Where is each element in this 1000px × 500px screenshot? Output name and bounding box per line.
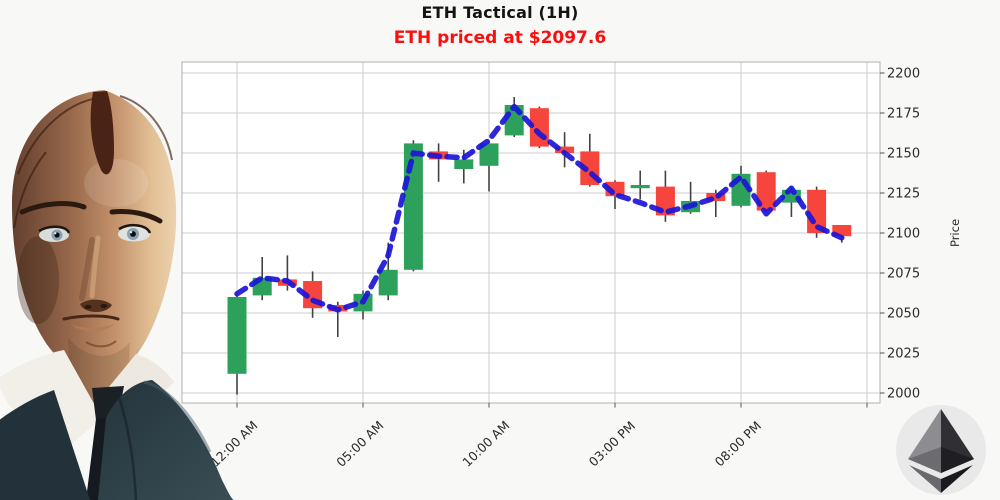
- candle: [227, 295, 247, 395]
- candle: [630, 170, 650, 200]
- price-axis-label: Price: [948, 219, 962, 247]
- x-tick-label: 08:00 PM: [712, 418, 764, 469]
- forehead-highlight: [84, 159, 148, 207]
- suit-right: [98, 380, 234, 500]
- y-tick-label: 2100: [887, 227, 920, 242]
- y-tick-label: 2050: [887, 307, 920, 322]
- robot-portrait: [0, 90, 234, 500]
- x-tick-label: 10:00 AM: [459, 418, 512, 470]
- candle: [756, 170, 776, 213]
- candle-body: [555, 146, 575, 153]
- y-tick-label: 2025: [887, 347, 920, 362]
- suit-shoulder-highlight: [143, 380, 212, 453]
- nose: [79, 235, 112, 313]
- x-tick-label: 05:00 AM: [333, 418, 386, 470]
- y-tick-label: 2150: [887, 147, 920, 162]
- scalp-seams: [13, 95, 173, 229]
- candle-body: [479, 143, 499, 166]
- chart-subtitle: ETH priced at $2097.6: [393, 28, 607, 48]
- robot-head: [12, 90, 177, 378]
- y-tick-label: 2175: [887, 107, 920, 122]
- mouth: [62, 314, 120, 348]
- candle-body: [630, 185, 650, 189]
- candle-body: [378, 269, 398, 296]
- candle-body: [756, 172, 776, 211]
- eth-diamond-icon: [908, 409, 974, 493]
- y-tick-label: 2200: [887, 67, 920, 82]
- candle-body: [832, 225, 852, 237]
- y-tick-label: 2075: [887, 267, 920, 282]
- scalp-stripe: [90, 91, 114, 175]
- eyes: [38, 224, 152, 242]
- cheek-shadow: [17, 236, 59, 324]
- candle-body: [403, 143, 423, 270]
- y-tick-label: 2000: [887, 387, 920, 402]
- x-tick-label: 03:00 PM: [586, 418, 638, 469]
- candle: [555, 132, 575, 168]
- candle: [479, 140, 499, 192]
- y-tick-label: 2125: [887, 187, 920, 202]
- chart-title: ETH Tactical (1H): [421, 3, 579, 22]
- eyebrows: [19, 201, 163, 224]
- candle-body: [227, 297, 247, 374]
- eth-logo: [896, 405, 986, 495]
- candle-body: [454, 159, 474, 169]
- grid: [182, 62, 880, 403]
- axis-ticks: [236, 72, 885, 408]
- suit-left: [0, 390, 90, 500]
- ma-line: [234, 103, 845, 313]
- suit-lapel-line: [116, 393, 138, 500]
